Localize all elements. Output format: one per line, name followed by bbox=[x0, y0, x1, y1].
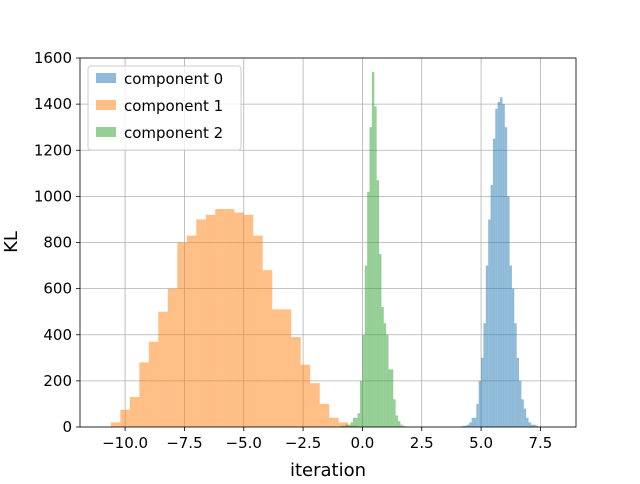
histogram-bar-component-2 bbox=[398, 421, 400, 427]
histogram-bar-component-2 bbox=[393, 399, 395, 427]
histogram-bar-component-1 bbox=[282, 309, 291, 427]
histogram-bar-component-0 bbox=[493, 139, 495, 427]
histogram-bar-component-2 bbox=[377, 180, 379, 427]
histogram-bar-component-1 bbox=[234, 213, 243, 427]
histogram-bar-component-2 bbox=[396, 415, 398, 427]
y-tick-label: 400 bbox=[43, 326, 72, 344]
histogram-bar-component-0 bbox=[479, 381, 481, 427]
y-tick-label: 800 bbox=[43, 234, 72, 252]
legend-swatch-component-1 bbox=[96, 100, 116, 110]
histogram-bar-component-1 bbox=[206, 215, 215, 427]
y-axis-label: KL bbox=[1, 231, 22, 253]
y-tick-label: 0 bbox=[62, 418, 72, 436]
histogram-bar-component-0 bbox=[488, 219, 490, 427]
x-tick-label: 0.0 bbox=[350, 434, 374, 452]
histogram-bar-component-1 bbox=[120, 410, 129, 427]
histogram-bar-component-1 bbox=[139, 362, 148, 427]
histogram-bar-component-1 bbox=[310, 383, 319, 427]
legend: component 0 component 1 component 2 bbox=[88, 66, 241, 150]
legend-label-component-2: component 2 bbox=[124, 124, 223, 142]
histogram-bar-component-0 bbox=[529, 422, 531, 427]
x-tick-label: 7.5 bbox=[528, 434, 552, 452]
x-tick-label: −2.5 bbox=[285, 434, 321, 452]
histogram-bar-component-0 bbox=[481, 358, 483, 427]
histogram-bar-component-1 bbox=[263, 270, 272, 427]
histogram-bar-component-2 bbox=[358, 413, 360, 427]
histogram-bar-component-2 bbox=[379, 254, 381, 427]
histogram-bar-component-1 bbox=[149, 342, 158, 427]
x-tick-label: −10.0 bbox=[102, 434, 148, 452]
histogram-bar-component-1 bbox=[158, 312, 167, 427]
histogram-bar-component-2 bbox=[384, 323, 386, 427]
histogram-bar-component-2 bbox=[353, 418, 358, 427]
histogram-bar-component-1 bbox=[320, 404, 329, 427]
histogram-bar-component-1 bbox=[225, 209, 234, 427]
histogram-bar-component-2 bbox=[374, 106, 376, 427]
histogram-bar-component-1 bbox=[111, 422, 120, 427]
histogram-bar-component-1 bbox=[244, 215, 253, 427]
y-tick-label: 1200 bbox=[34, 141, 72, 159]
histogram-bar-component-1 bbox=[272, 309, 281, 427]
x-tick-label: 2.5 bbox=[410, 434, 434, 452]
histogram-bar-component-2 bbox=[360, 381, 362, 427]
histogram-bar-component-1 bbox=[291, 337, 300, 427]
legend-label-component-0: component 0 bbox=[124, 70, 223, 88]
histogram-bar-component-2 bbox=[370, 127, 372, 427]
histogram-bar-component-0 bbox=[505, 127, 507, 427]
histogram-bar-component-2 bbox=[362, 335, 364, 427]
histogram-bar-component-0 bbox=[486, 266, 488, 427]
histogram-bar-component-2 bbox=[391, 369, 393, 427]
histogram-bar-component-1 bbox=[301, 365, 310, 427]
histogram-bar-component-0 bbox=[469, 422, 471, 427]
x-tick-label: 5.0 bbox=[469, 434, 493, 452]
histogram-bar-component-0 bbox=[483, 323, 485, 427]
histogram-bar-component-0 bbox=[476, 404, 478, 427]
histogram-bar-component-2 bbox=[389, 369, 391, 427]
histogram-bar-component-0 bbox=[502, 104, 504, 427]
histogram-bar-component-0 bbox=[510, 266, 512, 427]
histogram-bar-component-0 bbox=[500, 97, 502, 427]
histogram-bar-component-0 bbox=[526, 418, 528, 427]
x-tick-label: −7.5 bbox=[166, 434, 202, 452]
legend-swatch-component-0 bbox=[96, 73, 116, 83]
histogram-bar-component-2 bbox=[381, 307, 383, 427]
histogram-bar-component-1 bbox=[177, 243, 186, 428]
histogram-bar-component-1 bbox=[130, 397, 139, 427]
histogram-bar-component-1 bbox=[253, 236, 262, 427]
histogram-bar-component-2 bbox=[372, 72, 374, 427]
y-tick-label: 1400 bbox=[34, 95, 72, 113]
histogram-bar-component-0 bbox=[498, 102, 500, 427]
y-tick-label: 200 bbox=[43, 372, 72, 390]
histogram-bar-component-0 bbox=[495, 109, 497, 427]
histogram-bar-component-0 bbox=[514, 323, 516, 427]
histogram-bar-component-2 bbox=[365, 266, 367, 427]
histogram-bar-component-0 bbox=[519, 381, 521, 427]
histogram-bar-component-0 bbox=[472, 418, 477, 427]
histogram-bar-component-0 bbox=[512, 289, 514, 427]
histogram-bar-component-2 bbox=[351, 422, 353, 427]
histogram-bar-component-1 bbox=[168, 289, 177, 427]
histogram-bar-component-0 bbox=[524, 409, 526, 427]
histogram-bar-component-1 bbox=[196, 219, 205, 427]
histogram-bar-component-2 bbox=[386, 335, 388, 427]
histogram-bar-component-0 bbox=[517, 358, 519, 427]
x-tick-label: −5.0 bbox=[226, 434, 262, 452]
y-tick-label: 1000 bbox=[34, 187, 72, 205]
histogram-bar-component-0 bbox=[507, 196, 509, 427]
histogram-bar-component-2 bbox=[367, 192, 369, 427]
histogram-bar-component-0 bbox=[491, 185, 493, 427]
histogram-bar-component-1 bbox=[329, 418, 338, 427]
y-tick-label: 1600 bbox=[34, 49, 72, 67]
legend-label-component-1: component 1 bbox=[124, 97, 223, 115]
histogram-bar-component-1 bbox=[187, 236, 196, 427]
legend-swatch-component-2 bbox=[96, 127, 116, 137]
histogram-bar-component-0 bbox=[521, 399, 523, 427]
histogram-bar-component-1 bbox=[215, 209, 224, 427]
x-axis-label: iteration bbox=[290, 460, 366, 480]
y-tick-label: 600 bbox=[43, 280, 72, 298]
